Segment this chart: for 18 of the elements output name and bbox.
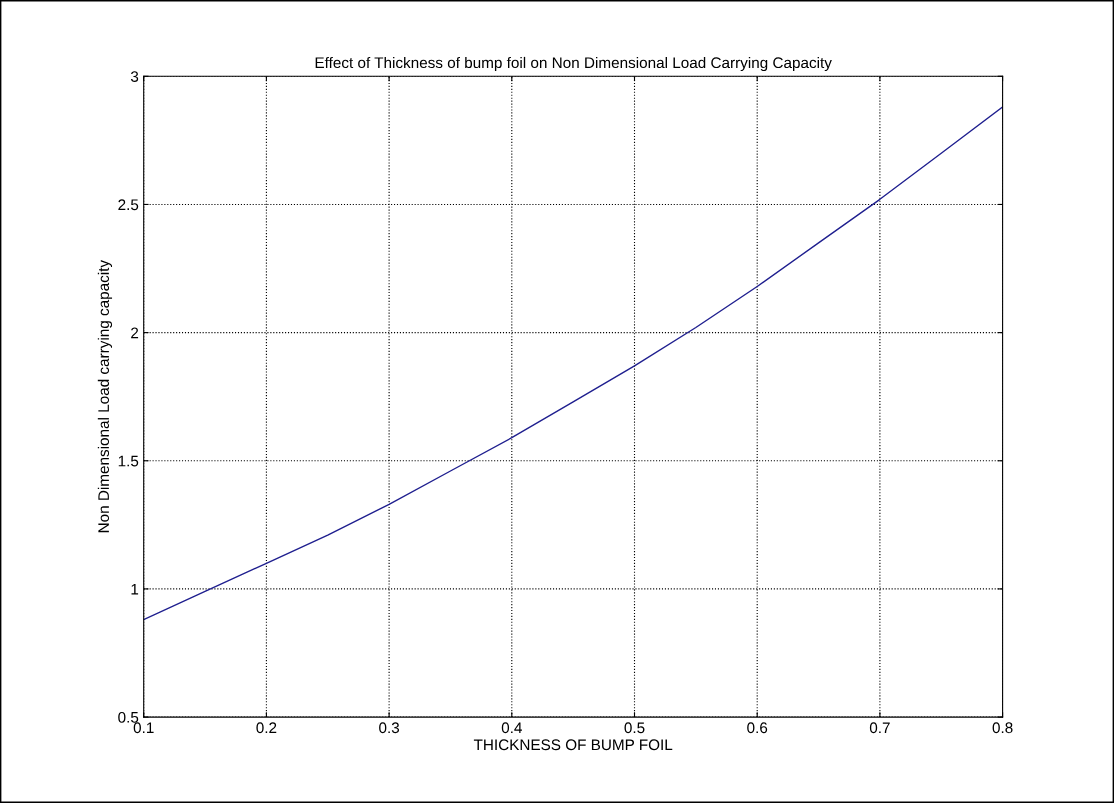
x-tick-label: 0.8 [992,722,1013,734]
y-tick-label: 1 [131,583,139,595]
y-axis-title: Non Dimensional Load carrying capacity [97,259,113,533]
y-tick-label: 1.5 [118,455,139,467]
y-tick-label: 0.5 [118,711,139,723]
x-tick-label: 0.7 [869,722,890,734]
x-tick-label: 0.4 [501,722,522,734]
chart-title: Effect of Thickness of bump foil on Non Dimensional Load Carrying Capacity [315,56,832,72]
x-tick-label: 0.5 [624,722,645,734]
y-tick-label: 2.5 [118,199,139,211]
line-series [143,106,1003,621]
y-tick-label: 2 [131,327,139,339]
y-tick-label: 3 [130,71,139,82]
x-axis-title: THICKNESS OF BUMP FOIL [473,739,673,751]
x-tick-label: 0.6 [747,722,768,734]
x-tick-label: 0.1 [133,722,154,734]
x-tick-label: 0.3 [379,722,400,734]
x-tick-label: 0.2 [256,722,277,734]
